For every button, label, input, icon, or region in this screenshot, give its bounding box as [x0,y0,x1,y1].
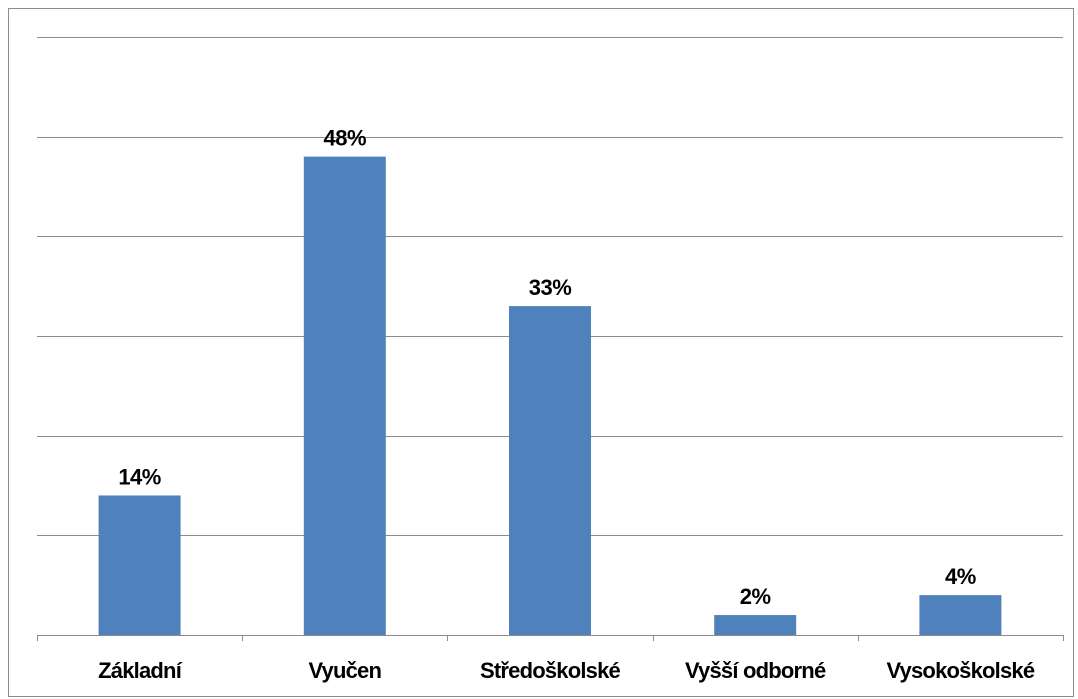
bar-4 [714,615,797,635]
category-labels: Základní Vyučen Středoškolské Vyšší odborné… [98,658,1035,683]
bar-1 [98,495,181,635]
data-labels: 14% 48% 33% 2% 4% [118,126,976,609]
bar-3 [509,306,591,635]
bar-5 [919,595,1002,635]
category-label-1: Základní [98,658,183,683]
x-axis [37,635,1064,641]
category-label-2: Vyučen [308,658,381,683]
category-label-5: Vysokoškolské [887,658,1035,683]
gridlines [37,37,1063,536]
data-label-2: 48% [324,126,367,151]
category-label-4: Vyšší odborné [685,658,826,683]
data-label-4: 2% [740,584,771,609]
data-label-3: 33% [529,275,572,300]
data-label-1: 14% [118,464,161,489]
bars [98,156,1002,635]
category-label-3: Středoškolské [480,658,621,683]
data-label-5: 4% [945,564,976,589]
bar-2 [303,156,386,635]
